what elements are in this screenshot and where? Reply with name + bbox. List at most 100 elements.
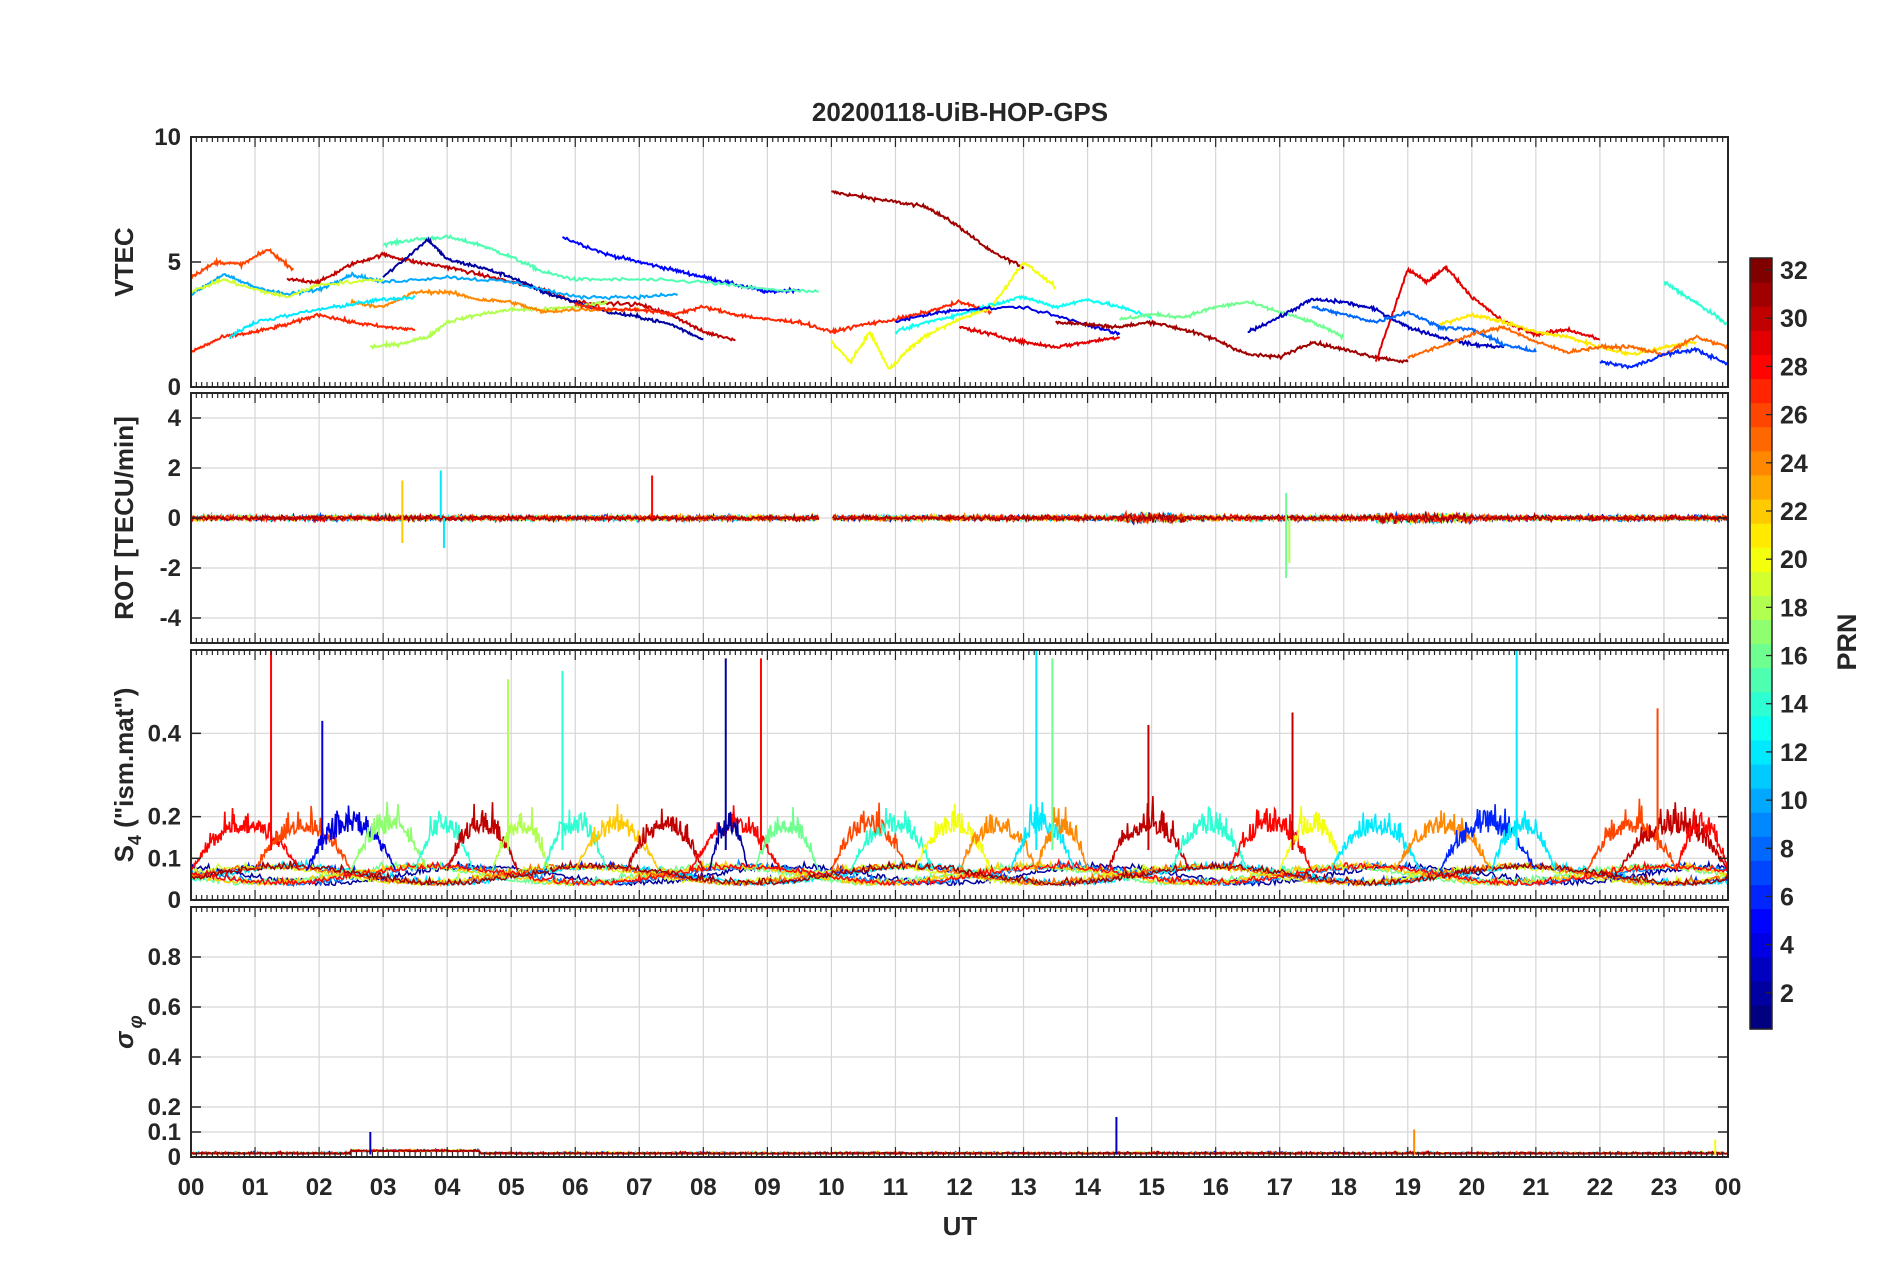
colorbar-swatch: [1750, 956, 1772, 982]
colorbar-swatch: [1750, 354, 1772, 380]
y-tick-label: 0.2: [148, 1094, 181, 1121]
panel-rot: -4 -2 0 2 4 ROT [TECU/min]: [109, 392, 1729, 644]
vtec-trace-prn-25: [1407, 324, 1728, 360]
s4-burst-prn-14: [1170, 806, 1248, 872]
x-tick-label: 10: [818, 1174, 845, 1201]
vtec-trace-prn-18: [369, 300, 608, 350]
vtec-trace-prn-12: [228, 294, 416, 340]
colorbar-tick-label: 6: [1780, 883, 1794, 911]
gridlines: [191, 650, 1728, 900]
s4-burst-prn-12: [1490, 810, 1556, 872]
y-tick-label: -4: [160, 605, 182, 632]
colorbar-swatch: [1750, 306, 1772, 331]
s4-burst-prn-14: [849, 807, 935, 872]
colorbar-swatch: [1750, 547, 1772, 572]
colorbar-swatch: [1750, 788, 1772, 813]
x-tick-label: 13: [1010, 1174, 1037, 1201]
colorbar-swatch: [1750, 667, 1772, 693]
s4-burst-prn-30: [1618, 802, 1728, 872]
colorbar-swatch: [1750, 282, 1772, 307]
colorbar-tick-label: 32: [1780, 257, 1808, 285]
colorbar-swatch: [1750, 258, 1772, 283]
colorbar-label: PRN: [1832, 613, 1862, 670]
colorbar-swatch: [1750, 715, 1772, 741]
s4-burst-prn-12: [1009, 802, 1076, 872]
x-tick-label: 12: [946, 1174, 973, 1201]
colorbar-swatch: [1750, 739, 1772, 765]
x-axis-label: UT: [943, 1211, 978, 1241]
vtec-trace-prn-10: [191, 271, 678, 301]
colorbar-swatch: [1750, 860, 1772, 886]
colorbar-swatches: [1750, 258, 1772, 1030]
gridlines: [191, 907, 1728, 1157]
colorbar-tick-label: 14: [1780, 691, 1808, 719]
colorbar-swatch: [1750, 643, 1772, 669]
colorbar-swatch: [1750, 932, 1772, 958]
vtec-trace-prn-6: [1599, 346, 1728, 370]
s4-burst-prn-22: [574, 804, 659, 872]
x-tick-label: 06: [562, 1174, 589, 1201]
vtec-trace-prn-19: [191, 277, 384, 299]
s4-baseline-prn-31: [191, 859, 1728, 888]
s4-burst-prn-18: [491, 806, 551, 872]
x-tick-label: 03: [370, 1174, 397, 1201]
colorbar-swatch: [1750, 450, 1772, 476]
colorbar-swatch: [1750, 812, 1772, 837]
y-tick-label: 5: [168, 249, 181, 276]
panel-vtec: 0 5 10 VTEC: [109, 124, 1729, 401]
colorbar-swatch: [1750, 763, 1772, 789]
colorbar-swatch: [1750, 426, 1772, 452]
x-tick-label: 20: [1458, 1174, 1485, 1201]
s4-burst-prn-28: [1676, 808, 1728, 871]
colorbar-swatch: [1750, 980, 1772, 1006]
colorbar-swatch: [1750, 402, 1772, 428]
y-tick-label: 0: [168, 1144, 181, 1171]
y-axis-label: S4 ("ism.mat"): [109, 688, 145, 863]
s4-burst-prn-26: [830, 802, 909, 872]
vtec-trace-prn-31: [1055, 319, 1409, 364]
axis-ticks: [190, 907, 1729, 1158]
colorbar-swatch: [1750, 1004, 1772, 1030]
y-tick-label: 0.4: [148, 720, 182, 747]
panel-sigma_phi: 00.10.2 0.4 0.6 0.8 σφ: [109, 906, 1729, 1171]
colorbar-tick-label: 10: [1780, 787, 1808, 815]
x-tick-label: 14: [1074, 1174, 1101, 1201]
y-tick-label: 0: [168, 887, 181, 914]
colorbar-swatch: [1750, 884, 1772, 910]
vtec-trace-prn-26: [191, 248, 295, 280]
x-tick-label: 05: [498, 1174, 525, 1201]
s4-burst-prn-24: [1394, 810, 1492, 872]
vtec-trace-prn-13: [894, 294, 1153, 335]
colorbar-swatch: [1750, 330, 1772, 355]
vtec-trace-prn-21: [1439, 312, 1697, 357]
x-tick-label: 00: [1715, 1174, 1742, 1201]
s4-burst-prn-6: [1439, 804, 1536, 872]
colorbar-swatch: [1750, 474, 1772, 500]
colorbar-tick-label: 2: [1780, 980, 1794, 1008]
colorbar-swatch: [1750, 908, 1772, 934]
y-axis-label: ROT [TECU/min]: [109, 416, 139, 620]
colorbar-swatch: [1750, 378, 1772, 404]
colorbar-tick-label: 12: [1780, 739, 1808, 767]
x-tick-label: 07: [626, 1174, 653, 1201]
x-tick-label: 21: [1523, 1174, 1550, 1201]
y-axis-label: σφ: [109, 1015, 147, 1049]
y-tick-label: 0.2: [148, 804, 181, 831]
x-tick-label: 17: [1266, 1174, 1293, 1201]
s4-burst-prn-4: [305, 805, 397, 872]
vtec-trace-prn-30: [286, 251, 736, 342]
vtec-trace-prn-24: [350, 288, 640, 315]
vtec-trace-prn-27: [574, 299, 992, 335]
x-tick-label: 09: [754, 1174, 781, 1201]
colorbar-tick-label: 4: [1780, 932, 1794, 960]
colorbar-swatch: [1750, 619, 1772, 645]
vtec-trace-prn-5: [562, 236, 800, 295]
s4-burst-prn-20: [1278, 805, 1345, 872]
s4-burst-prn-20: [913, 803, 992, 872]
y-tick-label: 0.6: [148, 994, 181, 1021]
x-tick-label: 00: [178, 1174, 205, 1201]
colorbar-swatch: [1750, 836, 1772, 861]
x-tick-label: 15: [1138, 1174, 1165, 1201]
